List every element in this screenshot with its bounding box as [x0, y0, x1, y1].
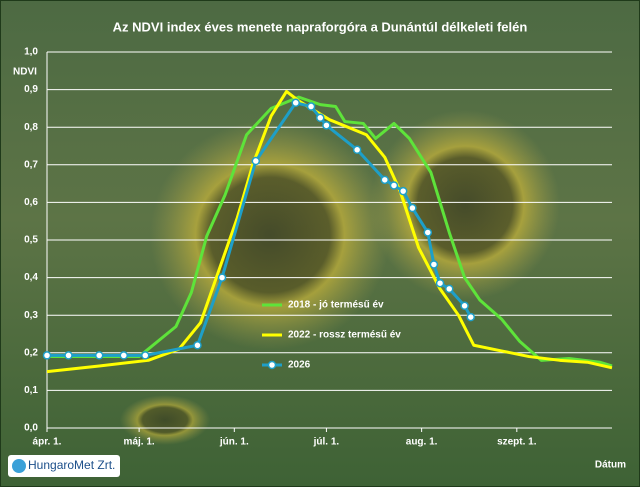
marker	[291, 98, 300, 108]
decor	[120, 395, 210, 445]
marker	[64, 351, 73, 360]
marker	[435, 278, 445, 288]
logo-text: HungaroMet Zrt.	[28, 458, 115, 472]
marker	[380, 175, 390, 185]
y-tick-label: 0,8	[24, 122, 38, 133]
legend-label: 2018 - jó termésű év	[288, 300, 384, 311]
marker	[408, 203, 417, 213]
marker	[316, 113, 325, 123]
y-tick-label: 0,1	[24, 385, 38, 396]
y-axis-label: NDVI	[13, 67, 37, 78]
marker	[429, 260, 439, 269]
marker	[306, 102, 316, 111]
marker	[445, 284, 454, 294]
x-tick-label: júl. 1.	[313, 437, 340, 448]
y-tick-label: 0,7	[24, 159, 38, 170]
legend-label: 2022 - rossz termésű év	[288, 330, 401, 341]
marker	[251, 156, 261, 166]
y-tick-label: 0,9	[24, 84, 38, 95]
series-line	[46, 89, 613, 374]
marker	[389, 181, 399, 190]
logo-icon	[12, 459, 26, 473]
y-tick-label: 0,6	[24, 197, 38, 208]
x-axis-label: Dátum	[595, 460, 626, 471]
x-tick-label: aug. 1.	[406, 437, 438, 448]
marker	[119, 351, 129, 360]
marker	[94, 351, 104, 360]
y-tick-label: 0,2	[24, 347, 38, 358]
marker	[42, 351, 52, 360]
legend-marker	[267, 360, 277, 370]
y-tick-label: 0,3	[24, 310, 38, 321]
x-tick-label: ápr. 1.	[33, 437, 62, 448]
marker	[217, 273, 227, 282]
y-tick-label: 0,4	[24, 272, 38, 283]
marker	[322, 121, 331, 130]
logo-box	[8, 455, 120, 477]
chart-title: Az NDVI index éves menete napraforgóra a…	[113, 19, 528, 34]
marker	[193, 341, 202, 350]
marker	[466, 312, 475, 322]
y-tick-label: 1,0	[24, 47, 38, 58]
series-line	[47, 95, 613, 368]
marker	[398, 186, 408, 196]
marker	[423, 228, 433, 237]
x-tick-label: szept. 1.	[497, 437, 537, 448]
y-tick-label: 0,5	[24, 235, 38, 246]
x-tick-label: jún. 1.	[219, 437, 249, 448]
marker	[141, 351, 150, 360]
marker	[352, 145, 362, 155]
legend-label: 2026	[288, 360, 311, 371]
marker	[460, 301, 469, 311]
x-tick-label: máj. 1.	[124, 437, 155, 448]
y-tick-label: 0,0	[24, 423, 38, 434]
decor	[370, 110, 560, 300]
